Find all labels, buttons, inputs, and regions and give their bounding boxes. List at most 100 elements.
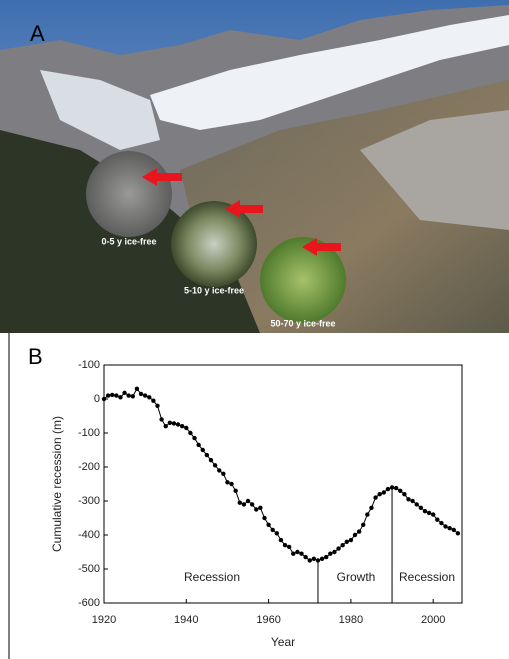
point (283, 543, 287, 547)
point (250, 502, 254, 506)
point (258, 506, 262, 510)
y-tick-label: -500 (78, 563, 100, 575)
point (353, 533, 357, 537)
point (456, 531, 460, 535)
point (419, 506, 423, 510)
point (402, 492, 406, 496)
point (382, 490, 386, 494)
point (435, 518, 439, 522)
y-axis-label: Cumulative recession (m) (50, 416, 64, 552)
point (279, 538, 283, 542)
point (390, 485, 394, 489)
point (122, 391, 126, 395)
x-tick-label: 2000 (421, 614, 445, 626)
point (225, 480, 229, 484)
point (291, 552, 295, 556)
point (233, 489, 237, 493)
plot-frame (104, 365, 462, 603)
photo-label: 5-10 y ice-free (184, 285, 244, 295)
y-tick-label: -300 (78, 495, 100, 507)
point (345, 540, 349, 544)
point (332, 550, 336, 554)
point (229, 482, 233, 486)
point (262, 516, 266, 520)
point (410, 499, 414, 503)
point (406, 497, 410, 501)
point (386, 487, 390, 491)
photo-label: 0-5 y ice-free (101, 236, 156, 246)
y-tick-label: 0 (94, 393, 100, 405)
point (308, 558, 312, 562)
annotation: Recession (399, 570, 455, 584)
point (110, 393, 114, 397)
point (349, 538, 353, 542)
point (431, 512, 435, 516)
point (205, 453, 209, 457)
point (217, 468, 221, 472)
annotation: Growth (337, 570, 376, 584)
point (213, 463, 217, 467)
point (155, 404, 159, 408)
point (151, 399, 155, 403)
point (102, 397, 106, 401)
point (188, 431, 192, 435)
point (242, 502, 246, 506)
x-tick-label: 1920 (92, 614, 116, 626)
photo-label: 50-70 y ice-free (270, 318, 335, 328)
panel-label: A (30, 21, 45, 46)
point (114, 393, 118, 397)
point (378, 492, 382, 496)
point (324, 555, 328, 559)
point (139, 392, 143, 396)
point (316, 558, 320, 562)
point (365, 512, 369, 516)
point (172, 421, 176, 425)
point (340, 543, 344, 547)
point (246, 499, 250, 503)
point (147, 395, 151, 399)
x-tick-label: 1980 (339, 614, 363, 626)
point (369, 506, 373, 510)
point (164, 424, 168, 428)
y-tick-label: -200 (78, 461, 100, 473)
point (312, 557, 316, 561)
point (447, 526, 451, 530)
point (398, 489, 402, 493)
point (192, 436, 196, 440)
point (336, 546, 340, 550)
y-tick-label: -600 (78, 597, 100, 609)
point (423, 509, 427, 513)
point (295, 550, 299, 554)
point (238, 501, 242, 505)
y-tick-label: -100 (78, 359, 100, 371)
point (287, 545, 291, 549)
point (373, 495, 377, 499)
y-tick-label: -400 (78, 529, 100, 541)
point (361, 523, 365, 527)
point (299, 552, 303, 556)
point (443, 524, 447, 528)
point (143, 393, 147, 397)
point (266, 523, 270, 527)
x-axis-label: Year (271, 635, 295, 649)
point (271, 528, 275, 532)
panel-label: B (28, 344, 43, 369)
point (320, 557, 324, 561)
point (328, 552, 332, 556)
point (209, 458, 213, 462)
point (184, 426, 188, 430)
inset-1 (86, 151, 172, 237)
point (196, 443, 200, 447)
point (254, 507, 258, 511)
figure: A 0-5 y ice-free 5-10 y ice-free 50-70 y… (0, 0, 509, 659)
point (135, 387, 139, 391)
point (126, 393, 130, 397)
annotation: Recession (184, 570, 240, 584)
point (439, 521, 443, 525)
point (221, 472, 225, 476)
point (159, 417, 163, 421)
point (357, 529, 361, 533)
point (427, 511, 431, 515)
point (180, 424, 184, 428)
point (201, 448, 205, 452)
